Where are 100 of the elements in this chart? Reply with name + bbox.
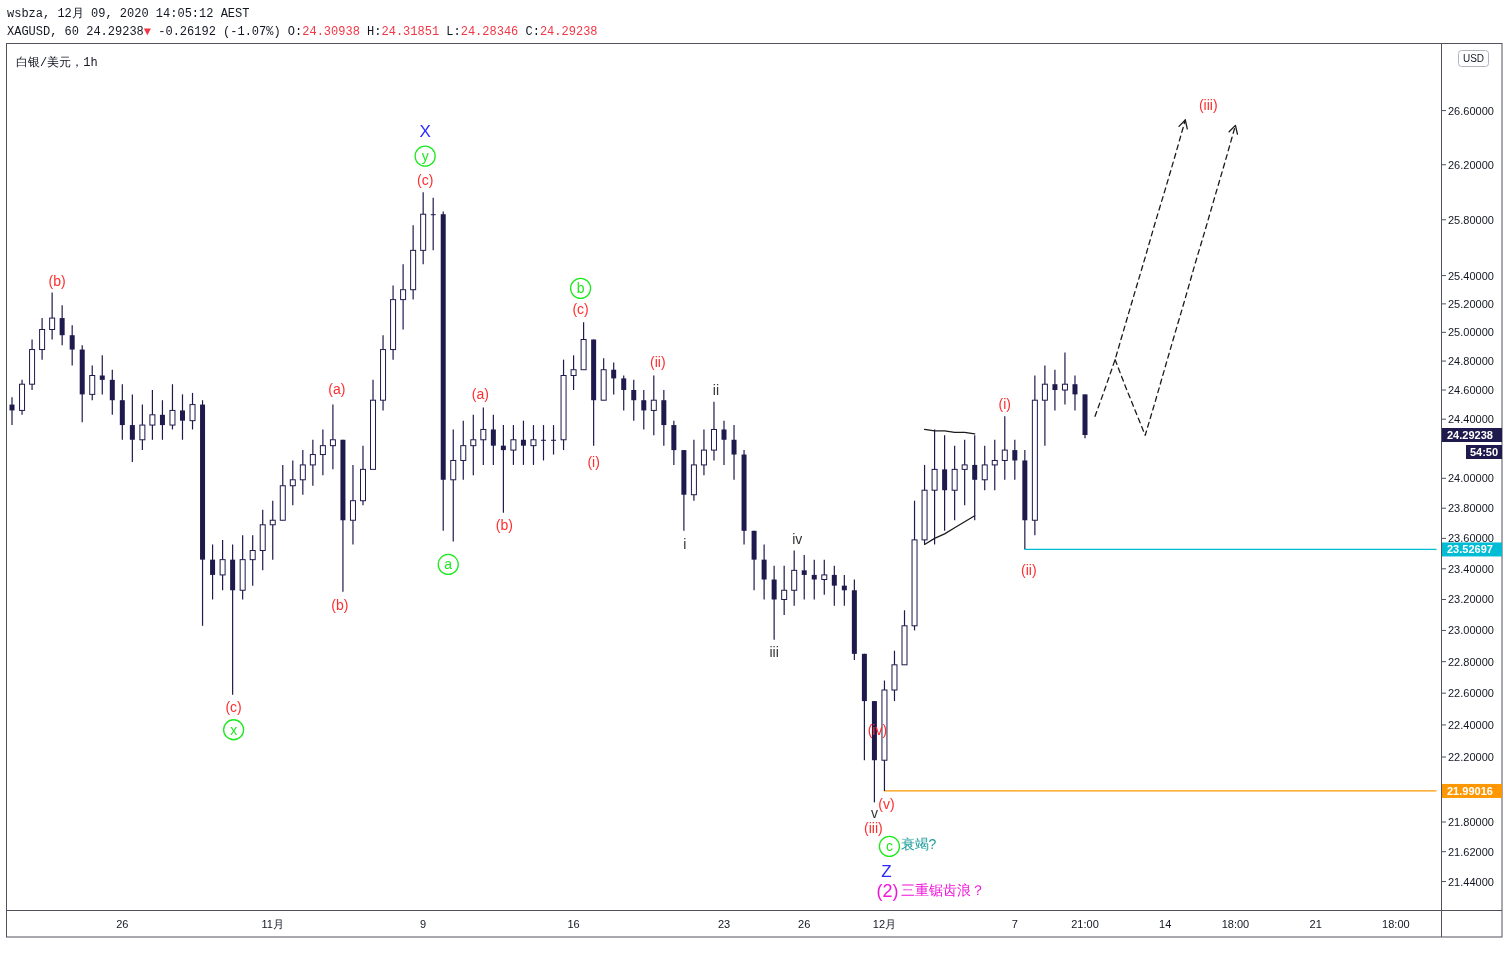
candlestick [59, 304, 65, 346]
y-tick-label: 24.80000 [1448, 355, 1494, 368]
candlestick [621, 374, 627, 412]
candlestick [1072, 374, 1078, 412]
candlestick [631, 379, 637, 422]
candlestick [611, 361, 617, 395]
annotation: (c) [572, 301, 589, 318]
annotation: c [885, 838, 893, 855]
y-tick-label: 26.20000 [1448, 158, 1494, 171]
annotation: v [870, 805, 878, 822]
y-tick-label: 25.20000 [1448, 297, 1494, 310]
candlestick [821, 559, 828, 596]
candlestick [510, 424, 517, 466]
annotation: (i) [587, 453, 600, 470]
annotation: X [419, 121, 431, 141]
text: 24.28346 [460, 25, 519, 39]
candlestick [551, 424, 557, 456]
text: ▼ [143, 25, 152, 39]
text: 24.29238 [1447, 429, 1493, 441]
y-tick-label: 22.80000 [1448, 655, 1494, 668]
candlestick [309, 439, 316, 487]
candlestick [731, 424, 737, 481]
x-tick-label: 18:00 [1382, 918, 1410, 930]
candlestick [400, 263, 407, 331]
candlestick [299, 449, 306, 496]
candlestick [541, 424, 546, 462]
x-tick-label: 12月 [872, 918, 897, 930]
candlestick [1041, 364, 1048, 447]
x-tick-label: 26 [116, 918, 129, 930]
candlestick [710, 401, 717, 462]
text: -0.26192 (-1.07%) O: [151, 25, 303, 39]
candlestick [319, 428, 326, 476]
x-tick-label: 7 [1011, 918, 1018, 930]
text: 24.30938 [302, 25, 360, 39]
annotation: 三重锯齿浪？ [901, 882, 986, 899]
candlestick [530, 424, 537, 466]
text: USD [1462, 53, 1485, 64]
annotation: (iii) [864, 820, 883, 837]
candlestick [641, 389, 647, 431]
candlestick [289, 459, 296, 506]
annotation: (2) [876, 881, 899, 902]
candlestick [49, 291, 56, 341]
candlestick [991, 439, 998, 491]
y-tick-label: 22.60000 [1448, 687, 1494, 700]
candlestick [210, 543, 216, 601]
candlestick [791, 549, 798, 607]
y-tick-label: 25.40000 [1448, 269, 1494, 282]
candlestick [811, 559, 817, 601]
annotation: iv [792, 530, 803, 547]
candlestick [931, 428, 938, 546]
candlestick [129, 393, 135, 463]
y-tick-label: 23.60000 [1448, 532, 1494, 545]
y-tick-label: 23.80000 [1448, 502, 1494, 515]
x-tick-label: 21 [1309, 918, 1322, 930]
annotation: (a) [471, 386, 489, 403]
annotation: Z [881, 861, 892, 881]
x-tick-label: 11月 [261, 918, 284, 930]
x-tick-label: 18:00 [1221, 918, 1250, 930]
candlestick [89, 364, 96, 401]
y-tick-label: 25.00000 [1448, 326, 1494, 339]
x-tick-label: 9 [420, 918, 427, 930]
candlestick [450, 428, 457, 543]
x-tick-label: 14 [1159, 918, 1172, 930]
candlestick [470, 414, 477, 476]
y-tick-label: 24.00000 [1448, 472, 1494, 485]
candlestick [480, 406, 487, 466]
y-tick-label: 23.20000 [1448, 593, 1494, 606]
candlestick [981, 445, 988, 491]
candlestick [781, 565, 788, 616]
candlestick [951, 445, 958, 521]
text: C: [518, 25, 540, 39]
annotation: (c) [417, 172, 434, 189]
candlestick [249, 534, 256, 587]
annotation: (b) [331, 596, 349, 613]
candlestick [139, 403, 146, 451]
data-label: 23.52697 [1447, 543, 1493, 556]
annotation: 衰竭? [900, 836, 937, 853]
text: wsbza, 12月 09, 2020 14:05:12 AEST [7, 7, 250, 21]
candlestick [189, 392, 196, 431]
annotation: (b) [495, 516, 513, 533]
y-tick-label: 23.00000 [1448, 624, 1494, 637]
annotation: ii [712, 381, 720, 398]
y-tick-label: 21.80000 [1448, 816, 1494, 829]
candlestick [771, 565, 777, 641]
candlestick [972, 434, 978, 521]
y-tick-label: 24.60000 [1448, 384, 1494, 397]
candlestick [490, 414, 496, 466]
candlestick [349, 464, 356, 546]
candlestick [329, 403, 336, 470]
candlestick [1001, 415, 1008, 481]
annotation: b [576, 280, 585, 297]
text: 白银/美元，1h [16, 55, 98, 70]
candlestick [159, 399, 165, 441]
candlestick [700, 428, 707, 476]
y-tick-label: 21.44000 [1448, 875, 1494, 888]
candlestick [1012, 439, 1018, 481]
candlestick [801, 554, 807, 601]
candlestick [1052, 369, 1058, 412]
candlestick [520, 420, 526, 466]
annotation: (v) [878, 795, 895, 812]
